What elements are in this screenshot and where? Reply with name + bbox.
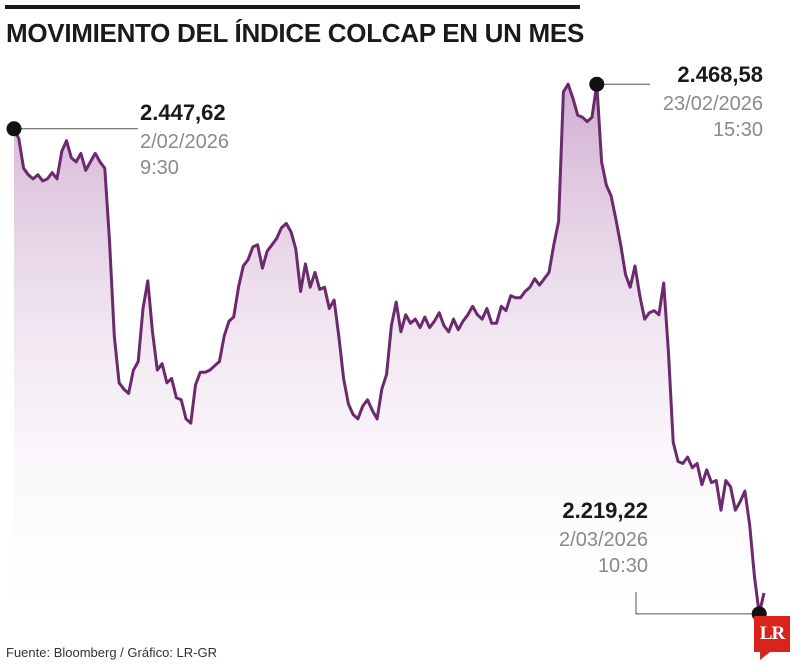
annotation-date-max: 23/02/2026 [663,93,763,115]
marker-max [589,76,605,92]
annotation-value-max: 2.468,58 [677,62,763,87]
leader-line-min [635,592,754,615]
source-note: Fuente: Bloomberg / Gráfico: LR-GR [6,645,217,660]
marker-start [6,121,22,137]
annotation-time-min: 10:30 [598,555,648,577]
top-rule [5,5,580,9]
chart-title: MOVIMIENTO DEL ÍNDICE COLCAP EN UN MES [6,18,584,48]
annotation-value-min: 2.219,22 [562,498,648,523]
lr-logo-tail [760,652,770,660]
lr-logo: LR [754,616,790,652]
annotation-time-start: 9:30 [140,157,179,179]
annotation-date-start: 2/02/2026 [140,131,229,153]
annotation-time-max: 15:30 [713,119,763,141]
annotation-value-start: 2.447,62 [140,100,226,125]
annotation-date-min: 2/03/2026 [559,529,648,551]
series-line [12,82,766,616]
